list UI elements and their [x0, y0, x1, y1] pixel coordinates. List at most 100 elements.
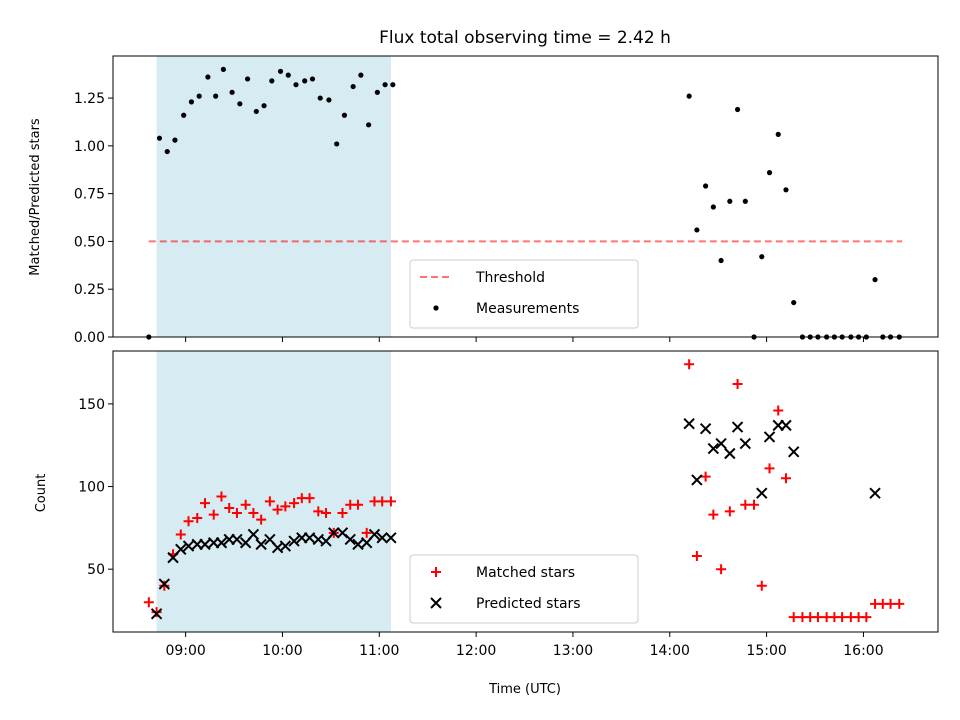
top-ytick-label: 0.50	[74, 234, 105, 250]
bottom-point-1-36	[731, 421, 744, 433]
top-point-0-13	[253, 108, 259, 115]
top-point-0-11	[237, 101, 243, 107]
top-point-0-12	[244, 76, 251, 82]
x-axis-label: Time (UTC)	[488, 682, 561, 697]
top-point-0-32	[694, 227, 700, 233]
legend: Threshold Measurements	[409, 259, 639, 329]
top-point-0-42	[775, 131, 781, 137]
bottom-point-1-6	[199, 538, 211, 551]
bottom-point-1-19	[303, 532, 316, 544]
bottom-point-0-4	[175, 529, 186, 540]
bottom-point-0-39	[749, 499, 760, 510]
top-point-0-26	[358, 72, 364, 78]
bottom-point-0-50	[837, 612, 848, 623]
bottom-point-0-30	[385, 496, 396, 507]
top-point-0-23	[334, 141, 340, 147]
bottom-point-0-57	[894, 598, 905, 609]
bottom-point-0-41	[764, 463, 775, 474]
xtick-label: 11:00	[359, 643, 399, 659]
top-point-0-15	[269, 78, 275, 84]
bottom-point-1-30	[683, 418, 695, 430]
top-point-0-17	[285, 72, 291, 78]
top-point-0-41	[766, 170, 773, 176]
bottom-point-1-31	[691, 474, 703, 486]
xtick-label: 14:00	[650, 643, 690, 659]
legend: Matched stars Predicted stars	[409, 554, 639, 624]
bottom-point-0-36	[724, 506, 735, 517]
top-point-0-44	[791, 299, 797, 306]
bottom-point-0-20	[304, 493, 315, 504]
bottom-point-0-2	[159, 580, 170, 591]
bottom-point-0-15	[264, 496, 275, 507]
top-point-0-43	[783, 187, 789, 193]
xtick-label: 09:00	[165, 643, 205, 659]
legend-label: Matched stars	[476, 565, 575, 581]
top-point-0-54	[872, 277, 878, 283]
bottom-point-0-5	[183, 516, 194, 527]
top-point-0-25	[350, 83, 356, 90]
bottom-point-1-37	[739, 437, 752, 450]
bottom-point-1-32	[699, 422, 712, 435]
bottom-point-0-9	[216, 491, 227, 502]
top-point-0-19	[302, 78, 308, 84]
bottom-series-predicted-stars	[150, 418, 881, 620]
legend-box	[409, 554, 639, 624]
bottom-ytick-label: 150	[78, 397, 105, 413]
top-point-0-37	[734, 106, 741, 113]
bottom-point-0-11	[231, 507, 242, 518]
bottom-point-1-12	[247, 528, 260, 541]
top-panel: 0.00 0.25 0.50 0.75 1.00 1.25 Threshold Measure…	[74, 55, 939, 346]
bottom-point-1-27	[368, 528, 381, 541]
top-ytick-label: 0.00	[74, 330, 105, 346]
top-point-0-4	[181, 112, 187, 118]
legend-matched-swatch	[431, 567, 441, 577]
bottom-point-0-8	[208, 509, 219, 520]
top-point-0-10	[229, 89, 235, 95]
bottom-point-0-33	[700, 471, 711, 482]
bottom-point-1-34	[715, 437, 727, 450]
xtick-label: 16:00	[843, 643, 883, 659]
bottom-point-0-14	[256, 514, 267, 525]
top-point-0-3	[172, 137, 178, 143]
bottom-point-1-33	[707, 442, 720, 455]
bottom-point-0-40	[756, 580, 767, 591]
top-y-axis-label: Matched/Predicted stars	[28, 118, 43, 276]
top-series-measurements	[146, 66, 902, 340]
bottom-point-1-43	[869, 487, 881, 499]
bottom-point-1-28	[376, 532, 388, 544]
legend-label: Threshold	[475, 270, 545, 286]
bottom-point-0-38	[740, 499, 751, 510]
bottom-panel: 50 100 150 09:00 10:00 11:00 12:00 13:00 14:00 15…	[78, 350, 939, 659]
top-point-0-7	[205, 74, 211, 80]
bottom-point-0-6	[192, 512, 203, 523]
bottom-point-0-42	[773, 405, 784, 416]
bottom-point-0-29	[377, 496, 388, 507]
bottom-point-0-31	[684, 359, 695, 370]
top-point-0-18	[293, 82, 299, 88]
top-point-0-9	[220, 66, 226, 72]
bottom-shaded-region	[156, 351, 391, 632]
legend-label: Measurements	[476, 301, 579, 317]
bottom-point-1-24	[344, 533, 356, 546]
bottom-point-0-16	[272, 504, 283, 515]
bottom-point-0-18	[289, 498, 300, 509]
top-point-0-16	[277, 68, 284, 74]
bottom-point-0-0	[143, 597, 154, 608]
top-point-0-29	[382, 82, 388, 88]
bottom-point-0-34	[708, 509, 719, 520]
xtick-label: 10:00	[262, 643, 302, 659]
top-point-0-1	[156, 135, 163, 141]
bottom-point-1-8	[215, 537, 228, 549]
bottom-point-0-10	[224, 503, 235, 514]
bottom-point-0-37	[732, 379, 743, 390]
top-point-0-6	[196, 93, 202, 99]
bottom-point-0-27	[361, 527, 372, 538]
top-point-0-20	[309, 76, 316, 82]
bottom-point-0-32	[691, 550, 702, 561]
top-point-0-33	[703, 183, 709, 189]
top-ytick-label: 1.25	[74, 91, 105, 107]
bottom-point-0-13	[248, 507, 259, 518]
bottom-point-1-35	[724, 447, 736, 460]
top-point-0-40	[759, 254, 765, 260]
bottom-point-0-44	[788, 612, 799, 623]
